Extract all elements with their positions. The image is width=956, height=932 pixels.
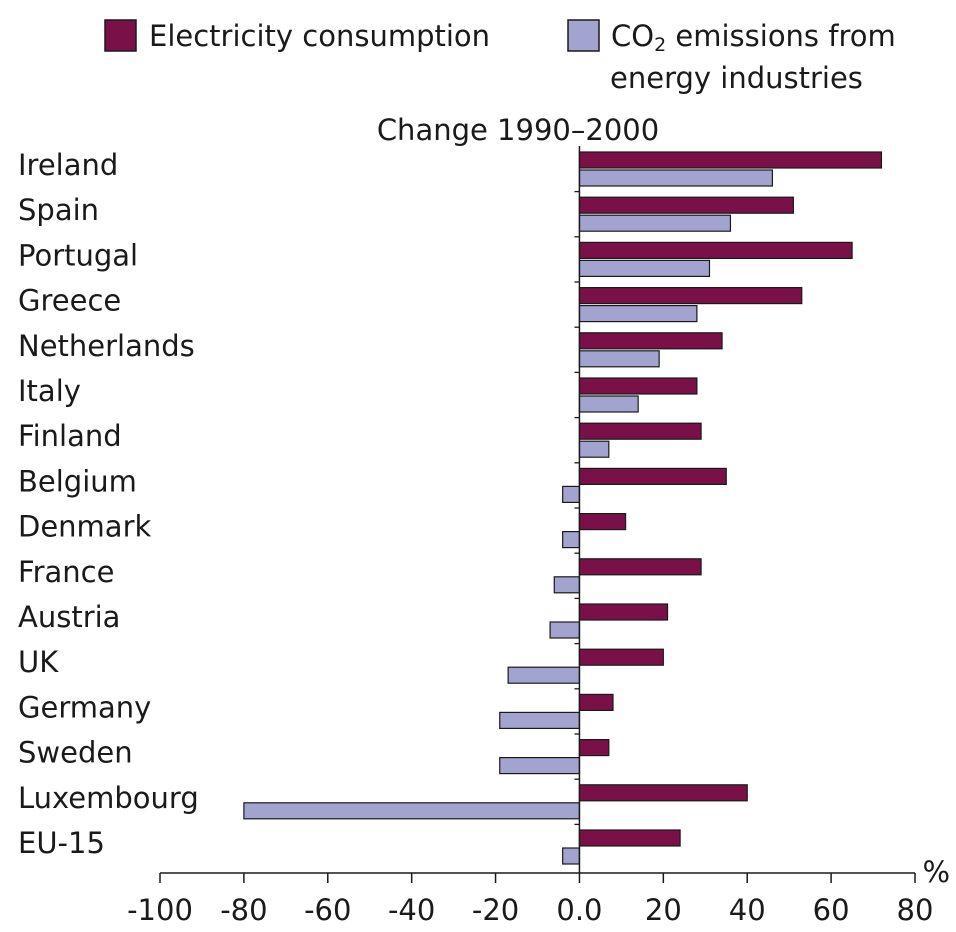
legend-swatch-co2 [567, 19, 600, 52]
bar-electricity-france [578, 558, 702, 576]
x-tick-label: 20 [645, 893, 682, 927]
legend-label-co2: CO2 emissions from [611, 19, 896, 56]
bar-electricity-finland [578, 422, 702, 440]
bar-co2-sweden [499, 756, 581, 775]
legend-label-electricity: Electricity consumption [149, 19, 490, 53]
category-label-netherlands: Netherlands [18, 329, 195, 363]
category-label-portugal: Portugal [18, 238, 138, 272]
x-tick-label: -20 [472, 893, 519, 927]
category-labels: Ireland Spain Portugal Greece Netherlands Ita… [18, 148, 199, 860]
x-tick-label: 60 [813, 893, 850, 927]
category-label-eu-15: EU-15 [18, 826, 105, 860]
bar-co2-greece [578, 305, 698, 323]
bar-electricity-denmark [578, 512, 627, 531]
bar-co2-spain [578, 214, 732, 232]
bar-electricity-germany [578, 693, 614, 712]
x-tick-label: 0.0 [556, 893, 602, 927]
bar-co2-uk [507, 666, 581, 684]
bar-co2-ireland [578, 169, 773, 187]
bar-co2-austria [549, 621, 581, 639]
x-tick-label: 40 [729, 893, 766, 927]
category-label-spain: Spain [18, 193, 99, 227]
bar-electricity-eu-15 [578, 829, 681, 847]
bar-electricity-netherlands [578, 332, 723, 350]
bar-co2-germany [499, 711, 581, 730]
legend-label-co2-line2: energy industries [610, 61, 863, 95]
chart-title: Change 1990–2000 [377, 113, 659, 147]
bar-electricity-sweden [578, 738, 610, 757]
x-tick-label: -80 [220, 893, 267, 927]
bar-electricity-uk [578, 648, 664, 666]
category-label-uk: UK [18, 645, 59, 679]
bars [243, 151, 883, 865]
bar-electricity-italy [578, 377, 698, 395]
category-label-denmark: Denmark [18, 510, 151, 544]
legend-swatch-electricity [104, 19, 137, 52]
bar-electricity-portugal [578, 241, 853, 259]
category-label-greece: Greece [18, 284, 121, 318]
x-tick-label: -100 [127, 893, 193, 927]
category-label-italy: Italy [18, 374, 81, 408]
category-label-finland: Finland [18, 419, 122, 453]
bar-electricity-austria [578, 603, 669, 621]
category-label-germany: Germany [18, 690, 151, 724]
x-tick-label: -40 [388, 893, 435, 927]
category-label-ireland: Ireland [18, 148, 118, 182]
category-label-austria: Austria [18, 600, 120, 634]
bar-electricity-ireland [578, 151, 883, 169]
bar-co2-eu-15 [562, 847, 581, 865]
bar-co2-luxembourg [243, 802, 581, 820]
bar-electricity-luxembourg [578, 784, 748, 802]
bar-co2-italy [578, 395, 639, 413]
bar-electricity-belgium [578, 467, 727, 485]
bar-co2-finland [578, 440, 610, 458]
category-label-belgium: Belgium [18, 464, 137, 498]
bar-co2-portugal [578, 259, 711, 277]
bar-co2-netherlands [578, 350, 660, 368]
x-tick-label: 80 [897, 893, 934, 927]
chart-title-group: Change 1990–2000 [377, 113, 659, 147]
bar-electricity-greece [578, 287, 803, 305]
x-axis: -100 -80 -60 -40 -20 0.0 20 40 60 80% [127, 146, 950, 927]
bar-co2-denmark [562, 530, 581, 549]
category-label-sweden: Sweden [18, 736, 133, 770]
x-unit-label: % [922, 855, 950, 889]
category-label-luxembourg: Luxembourg [18, 781, 199, 815]
category-label-france: France [18, 555, 114, 589]
x-tick-label: -60 [304, 893, 351, 927]
legend: Electricity consumption CO2 emissions fro… [104, 19, 896, 95]
bar-co2-france [553, 576, 581, 594]
bar-co2-belgium [562, 485, 581, 503]
bar-electricity-spain [578, 196, 794, 214]
